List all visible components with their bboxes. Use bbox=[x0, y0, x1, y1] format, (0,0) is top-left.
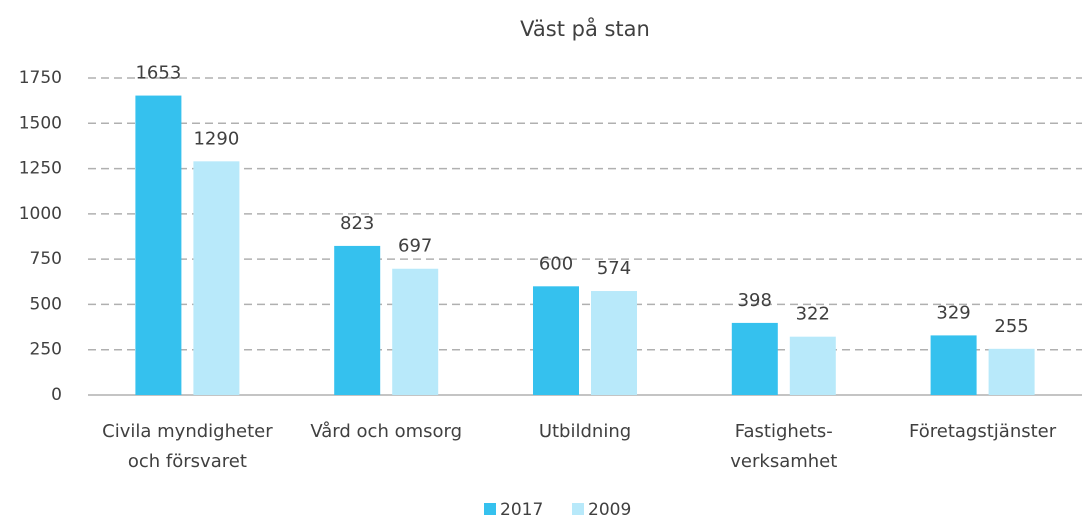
y-tick-label: 250 bbox=[30, 340, 62, 360]
y-tick-label: 1000 bbox=[19, 204, 62, 224]
value-label: 574 bbox=[597, 258, 631, 279]
bar bbox=[789, 336, 836, 395]
value-label: 697 bbox=[398, 236, 432, 257]
x-tick-label-line: Utbildning bbox=[539, 421, 631, 442]
chart-title: Väst på stan bbox=[520, 16, 650, 41]
x-tick-label: Företagstjänster bbox=[909, 421, 1057, 442]
x-tick-label-line: Civila myndigheter bbox=[102, 421, 273, 442]
value-label: 600 bbox=[539, 253, 573, 274]
y-tick-label: 0 bbox=[51, 385, 62, 405]
value-label: 398 bbox=[738, 290, 772, 311]
y-tick-label: 500 bbox=[30, 294, 62, 314]
bar bbox=[334, 245, 381, 395]
bar bbox=[533, 286, 579, 395]
x-tick-label: Civila myndigheter och försvaret bbox=[102, 421, 273, 472]
legend-swatch bbox=[484, 503, 496, 515]
y-tick-label: 1750 bbox=[19, 68, 62, 88]
y-tick-label: 1500 bbox=[19, 113, 62, 133]
x-tick-label-line: verksamhet bbox=[730, 451, 837, 472]
bar bbox=[392, 268, 439, 395]
value-label: 322 bbox=[796, 304, 830, 325]
bar bbox=[591, 291, 637, 395]
y-tick-label: 1250 bbox=[19, 159, 62, 179]
bar bbox=[193, 161, 240, 395]
x-tick-label: Vård och omsorg bbox=[310, 421, 462, 442]
x-tick-label-line: Företagstjänster bbox=[909, 421, 1057, 442]
value-label: 1290 bbox=[193, 128, 239, 149]
bar bbox=[930, 335, 977, 395]
x-tick-label: Fastighets-verksamhet bbox=[730, 421, 837, 472]
bar bbox=[988, 348, 1035, 395]
legend-swatch bbox=[572, 503, 584, 515]
x-tick-label-line: och försvaret bbox=[128, 451, 247, 472]
y-tick-label: 750 bbox=[30, 249, 62, 269]
value-label: 1653 bbox=[135, 63, 181, 84]
legend-label: 2009 bbox=[588, 500, 631, 518]
legend-label: 2017 bbox=[500, 500, 543, 518]
x-tick-label-line: Vård och omsorg bbox=[310, 421, 462, 442]
x-tick-label-line: Fastighets- bbox=[735, 421, 833, 442]
bar bbox=[731, 322, 778, 395]
value-label: 255 bbox=[994, 316, 1028, 337]
x-tick-label: Utbildning bbox=[539, 421, 631, 442]
bar bbox=[135, 95, 182, 395]
value-label: 823 bbox=[340, 213, 374, 234]
value-label: 329 bbox=[936, 302, 970, 323]
